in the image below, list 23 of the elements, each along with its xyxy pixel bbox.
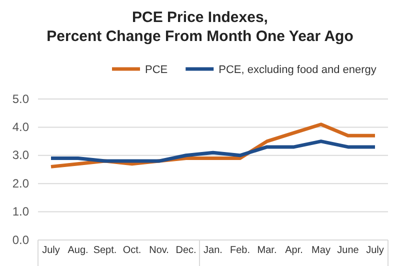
x-tick-label: Dec. bbox=[176, 245, 196, 256]
y-tick-label: 4.0 bbox=[12, 120, 30, 134]
x-tick-label: Mar. bbox=[257, 245, 277, 256]
line-series bbox=[49, 140, 377, 163]
x-tick-label: Feb. bbox=[230, 245, 250, 256]
y-tick-label: 5.0 bbox=[12, 92, 30, 106]
legend-label: PCE bbox=[145, 64, 168, 76]
x-tick-label: Apr. bbox=[285, 245, 303, 256]
x-tick-label: Oct. bbox=[122, 245, 142, 256]
x-tick-label: May bbox=[312, 245, 330, 256]
x-tick-label: June bbox=[337, 245, 360, 256]
legend-label: PCE, excluding food and energy bbox=[218, 64, 377, 76]
x-tick-label: July bbox=[42, 245, 60, 256]
x-tick-label: Sept. bbox=[93, 245, 117, 256]
x-tick-label: July bbox=[366, 245, 384, 256]
y-tick-label: 0.0 bbox=[12, 232, 30, 247]
x-tick-label: Aug. bbox=[68, 245, 88, 256]
chart-title: PCE Price Indexes, Percent Change From Month One Year Ago bbox=[46, 9, 354, 45]
x-tick-label: Jan. bbox=[204, 245, 222, 256]
y-tick-label: 2.0 bbox=[12, 176, 30, 190]
y-tick-label: 3.0 bbox=[12, 148, 30, 162]
y-tick-label: 1.0 bbox=[12, 204, 30, 219]
x-tick-label: Nov. bbox=[149, 245, 169, 256]
